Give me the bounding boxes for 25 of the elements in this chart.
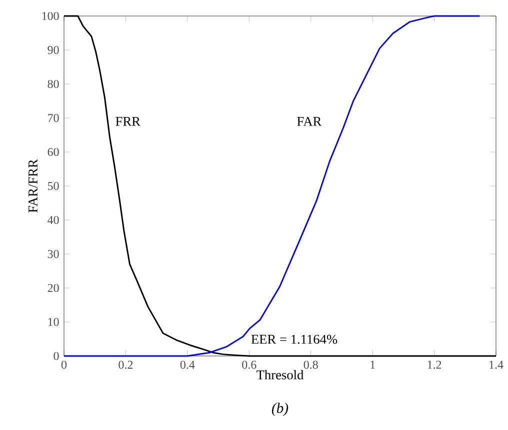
y-tick-label: 0	[54, 352, 59, 360]
x-tick-label: 0.2	[118, 360, 133, 369]
y-tick-label: 90	[48, 46, 59, 54]
y-tick-label: 70	[48, 114, 59, 122]
x-tick-label: 1	[370, 360, 375, 369]
series-label: FAR	[297, 117, 322, 126]
y-tick-label: 50	[48, 182, 59, 190]
y-tick-label: 60	[48, 148, 59, 156]
series-label: FRR	[116, 117, 140, 126]
x-tick-label: 1.4	[490, 360, 504, 369]
annotation: EER = 1.1164%	[251, 334, 338, 344]
y-tick-label: 100	[42, 12, 59, 20]
x-tick-label: 0.6	[242, 360, 256, 369]
y-tick-label: 10	[48, 318, 59, 326]
x-axis-title: Thresold	[256, 370, 304, 380]
x-tick-label: 0.4	[180, 360, 195, 369]
y-tick-label: 30	[48, 250, 59, 258]
y-tick-label: 40	[48, 216, 59, 224]
x-tick-label: 0	[61, 360, 67, 369]
text: (b)	[272, 402, 288, 416]
y-tick-label: 20	[48, 284, 59, 292]
y-tick-label: 80	[48, 80, 59, 88]
x-tick-label: 0.8	[304, 360, 318, 369]
x-tick-label: 1.2	[428, 360, 442, 369]
y-axis-title: FAR/FRR	[28, 159, 38, 213]
